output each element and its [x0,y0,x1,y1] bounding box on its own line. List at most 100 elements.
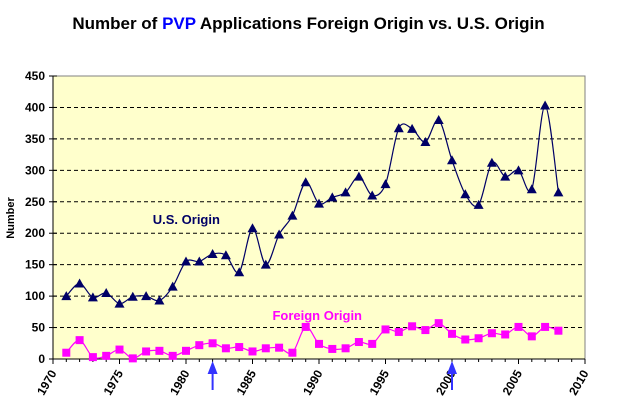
y-tick-label: 200 [25,226,45,240]
x-tick-label: 1990 [300,367,326,397]
y-tick-label: 400 [25,100,45,114]
data-point-foreign-origin [541,322,550,331]
data-point-foreign-origin [341,344,350,353]
data-point-u-s-origin [167,281,178,291]
data-point-u-s-origin [486,157,497,167]
data-point-u-s-origin [127,291,138,301]
data-point-u-s-origin [540,100,551,110]
data-point-u-s-origin [353,171,364,181]
data-point-u-s-origin [260,259,271,269]
data-point-u-s-origin [234,267,245,277]
data-point-foreign-origin [487,329,496,338]
data-point-foreign-origin [221,344,230,353]
data-point-foreign-origin [261,344,270,353]
x-tick-label: 1995 [367,367,393,397]
data-point-foreign-origin [235,343,244,352]
data-point-foreign-origin [62,348,71,357]
data-point-u-s-origin [181,256,191,266]
data-point-u-s-origin [101,287,112,297]
series-annotation-label: Foreign Origin [272,308,362,323]
data-point-u-s-origin [74,278,85,288]
data-point-u-s-origin [247,223,258,233]
y-tick-label: 150 [25,258,45,272]
data-point-u-s-origin [287,210,298,220]
data-point-u-s-origin [473,199,484,209]
y-tick-label: 100 [25,289,45,303]
data-point-u-s-origin [553,187,564,197]
data-point-u-s-origin [327,192,338,202]
data-point-foreign-origin [368,339,377,348]
data-point-foreign-origin [195,341,204,350]
chart-title: Number of PVP Applications Foreign Origi… [0,14,617,34]
data-point-u-s-origin [114,298,125,308]
data-point-foreign-origin [381,325,390,334]
x-tick-label: 2005 [500,367,526,397]
data-point-foreign-origin [288,348,297,357]
y-tick-label: 300 [25,163,45,177]
data-point-u-s-origin [207,248,218,258]
data-point-foreign-origin [394,327,403,336]
title-part-2: Applications Foreign Origin vs. U.S. Ori… [195,14,545,33]
data-point-foreign-origin [115,345,124,354]
y-tick-label: 0 [38,352,45,366]
data-point-u-s-origin [314,198,324,208]
data-point-foreign-origin [354,338,363,347]
data-point-u-s-origin [141,291,152,301]
data-point-u-s-origin [526,184,537,194]
data-point-u-s-origin [513,165,524,175]
data-point-u-s-origin [300,177,311,187]
data-point-foreign-origin [421,326,430,335]
data-point-u-s-origin [274,229,285,239]
x-tick-label: 1985 [234,367,260,397]
y-tick-label: 250 [25,195,45,209]
data-point-foreign-origin [328,344,337,353]
x-tick-label: 2010 [566,367,592,397]
data-point-foreign-origin [434,319,443,328]
data-point-foreign-origin [501,330,510,339]
data-point-foreign-origin [182,346,190,355]
data-point-foreign-origin [527,332,536,341]
data-point-foreign-origin [275,343,284,352]
data-point-foreign-origin [208,339,217,348]
data-point-u-s-origin [61,291,72,301]
data-point-foreign-origin [408,322,417,331]
data-point-foreign-origin [461,335,470,344]
data-point-u-s-origin [194,256,205,266]
data-point-u-s-origin [500,171,511,181]
title-accent-pvp: PVP [162,14,196,33]
data-point-foreign-origin [155,346,164,355]
y-tick-label: 350 [25,132,45,146]
data-point-u-s-origin [87,292,98,302]
data-point-u-s-origin [407,123,418,133]
data-point-foreign-origin [102,351,111,360]
x-tick-label: 1980 [167,367,193,397]
data-point-foreign-origin [448,329,456,338]
data-point-u-s-origin [460,189,471,199]
data-point-foreign-origin [514,322,523,331]
data-point-u-s-origin [433,115,444,125]
series-annotation-label: U.S. Origin [153,212,220,227]
data-point-u-s-origin [380,179,391,189]
data-point-foreign-origin [315,339,323,348]
data-point-foreign-origin [248,347,257,356]
data-point-u-s-origin [154,295,165,305]
data-point-u-s-origin [367,190,378,200]
data-point-foreign-origin [128,354,137,363]
x-tick-label: 1975 [101,367,127,397]
data-point-foreign-origin [88,353,97,362]
title-part-1: Number of [72,14,163,33]
y-tick-label: 50 [32,321,46,335]
marker-arrow-head [207,361,218,374]
y-tick-label: 450 [25,69,45,83]
marker-arrow-head [447,361,457,374]
x-tick-label: 1970 [34,367,60,397]
data-point-u-s-origin [220,250,231,260]
data-point-foreign-origin [554,326,563,335]
data-point-foreign-origin [142,347,151,356]
plot-area [52,75,586,360]
data-point-foreign-origin [474,334,483,343]
y-axis-title: Number [5,197,17,239]
data-point-u-s-origin [447,155,457,165]
data-point-u-s-origin [420,137,431,147]
